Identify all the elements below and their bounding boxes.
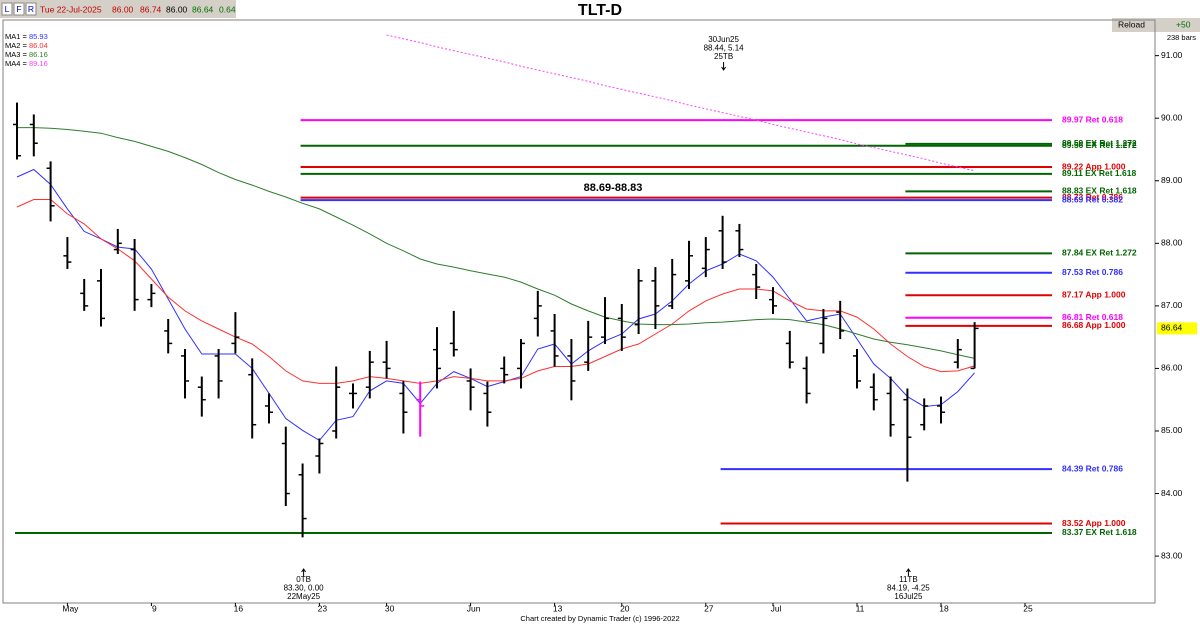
annotation-arrow	[301, 568, 307, 576]
moving-average	[16, 199, 975, 384]
y-tick-label: 85.00	[1161, 425, 1183, 435]
x-tick-label: 13	[553, 603, 563, 613]
x-tick-label: 30	[385, 603, 395, 613]
moving-average	[16, 168, 975, 442]
level-label: 88.73 Ret 0.786	[1062, 192, 1123, 202]
reload-bar	[1112, 18, 1200, 32]
level-label: 87.84 EX Ret 1.272	[1062, 248, 1137, 258]
x-tick-label: 27	[704, 603, 714, 613]
button[interactable]	[25, 2, 37, 16]
annotation-text: 30Jun25	[708, 35, 739, 44]
legend-value: 85.93	[29, 32, 48, 41]
level-label: 89.59 EX Ret 1.272	[1062, 138, 1137, 148]
x-tick-label: 16	[234, 603, 244, 613]
level-label: 89.11 EX Ret 1.618	[1062, 168, 1136, 178]
level-label: 86.68 App 1.000	[1062, 320, 1126, 330]
y-tick-label: 88.00	[1161, 238, 1183, 248]
last-price: 86.64	[1161, 323, 1183, 333]
level-label: 83.37 EX Ret 1.618	[1062, 527, 1137, 537]
y-tick-label: 87.00	[1161, 300, 1183, 310]
annotation-text: 22May25	[287, 592, 320, 601]
button[interactable]	[1, 2, 13, 16]
legend-name: MA3 =	[5, 50, 28, 59]
level-label: 87.53 Ret 0.786	[1062, 267, 1123, 277]
quote-bar	[0, 0, 236, 18]
level-label: 89.56 EX Ret 1.272	[1062, 140, 1137, 150]
button-label[interactable]: L	[5, 4, 10, 14]
button-label[interactable]: F	[16, 4, 21, 14]
y-tick-label: 84.00	[1161, 488, 1183, 498]
moving-average	[17, 127, 975, 359]
annotation-text: 83.30, 0.00	[284, 584, 325, 593]
quote-change: 0.64	[219, 4, 236, 14]
annotation-text: 11TB	[899, 575, 918, 584]
bar-count: 238 bars	[1167, 33, 1196, 42]
button[interactable]	[13, 2, 25, 16]
annotation-text: 84.19, -4.25	[887, 584, 930, 593]
legend-value: 86.16	[29, 50, 48, 59]
x-tick-label: 18	[939, 603, 949, 613]
x-tick-label: 11	[856, 603, 865, 613]
annotation-text: 0TB	[296, 575, 311, 584]
level-label: 84.39 Ret 0.786	[1062, 463, 1123, 473]
level-label: 89.22 App 1.000	[1062, 161, 1126, 171]
legend-value: 86.04	[29, 41, 48, 50]
x-tick-label: 20	[620, 603, 630, 613]
last-price-box	[1157, 322, 1197, 335]
x-tick-label: May	[62, 603, 79, 613]
annotation-text: 25TB	[714, 52, 733, 61]
legend-name: MA1 =	[5, 32, 28, 41]
plot-area	[13, 34, 1052, 538]
y-tick-label: 91.00	[1161, 50, 1183, 60]
level-label: 83.52 App 1.000	[1062, 518, 1126, 528]
reload-button[interactable]: Reload	[1118, 19, 1145, 29]
quote-low: 86.00	[166, 4, 188, 14]
level-label: 88.69 Ret 0.382	[1062, 194, 1123, 204]
annotation-arrow	[905, 568, 911, 576]
y-tick-label: 90.00	[1161, 112, 1183, 122]
button-label[interactable]: R	[28, 4, 34, 14]
x-tick-label: 23	[318, 603, 328, 613]
quote-open: 86.00	[112, 4, 134, 14]
x-tick-label: Jun	[467, 603, 481, 613]
plot-frame	[2, 19, 1156, 604]
annotation-arrow	[721, 62, 727, 71]
level-label: 86.81 Ret 0.618	[1062, 312, 1123, 322]
moving-average	[386, 34, 975, 172]
bars-added: +50	[1176, 19, 1191, 29]
chart-title: TLT-D	[578, 2, 622, 19]
x-tick-label: 25	[1023, 603, 1033, 613]
legend-value: 89.16	[29, 59, 48, 68]
quote-high: 86.74	[140, 4, 162, 14]
level-label: 88.83 EX Ret 1.618	[1062, 186, 1137, 196]
annotation-text: 88.44, 5.14	[704, 44, 745, 53]
y-tick-label: 89.00	[1161, 175, 1183, 185]
quote-close: 86.64	[192, 4, 214, 14]
zone-label: 88.69-88.83	[584, 182, 643, 194]
level-label: 87.17 App 1.000	[1062, 289, 1126, 299]
y-tick-label: 83.00	[1161, 550, 1183, 560]
footer: Chart created by Dynamic Trader (c) 1996…	[520, 614, 679, 623]
x-tick-label: 9	[152, 603, 157, 613]
quote-date: Tue 22-Jul-2025	[40, 4, 102, 14]
x-tick-label: Jul	[771, 603, 782, 613]
legend-name: MA2 =	[5, 41, 28, 50]
y-tick-label: 86.00	[1161, 363, 1183, 373]
annotation-text: 16Jul25	[894, 592, 923, 601]
legend-name: MA4 =	[5, 59, 28, 68]
level-label: 89.97 Ret 0.618	[1062, 114, 1123, 124]
